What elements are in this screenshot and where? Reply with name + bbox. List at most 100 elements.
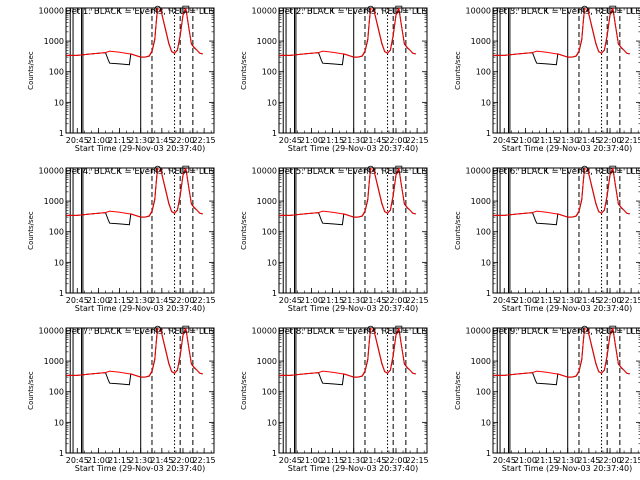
x-tick-label: 21:30 xyxy=(342,136,365,145)
x-tick-label: 21:00 xyxy=(300,296,323,305)
x-axis-label: Start Time (29-Nov-03 20:37:40) xyxy=(502,464,632,473)
y-tick-label: 100 xyxy=(476,228,491,237)
series-lld-line xyxy=(493,8,630,58)
y-tick-label: 10000 xyxy=(39,6,64,15)
x-tick-label: 20:45 xyxy=(493,136,516,145)
x-tick-label: 21:30 xyxy=(556,456,579,465)
x-tick-label: 20:45 xyxy=(66,296,89,305)
y-tick-label: 10000 xyxy=(466,166,491,175)
x-axis-label: Start Time (29-Nov-03 20:37:40) xyxy=(75,304,205,313)
x-tick-label: 22:15 xyxy=(193,296,216,305)
y-tick-label: 100 xyxy=(49,68,64,77)
x-tick-label: 21:15 xyxy=(535,456,558,465)
square-marker xyxy=(182,5,190,13)
square-marker xyxy=(395,5,403,13)
x-tick-label: 22:00 xyxy=(598,136,621,145)
y-axis-label: Counts/sec xyxy=(240,371,248,410)
panel-det-6: Det 6: BLACK = Events, RED = LLD 1 10 100 10… xyxy=(454,165,640,313)
x-tick-label: 21:30 xyxy=(342,296,365,305)
x-tick-label: 20:45 xyxy=(279,296,302,305)
circle-marker xyxy=(367,165,375,173)
plot-frame xyxy=(492,327,640,454)
y-tick-label: 10 xyxy=(481,98,491,107)
y-tick-label: 10000 xyxy=(252,6,277,15)
x-tick-label: 21:15 xyxy=(321,136,344,145)
x-axis-label: Start Time (29-Nov-03 20:37:40) xyxy=(502,304,632,313)
y-tick-label: 10 xyxy=(267,258,277,267)
series-lld-line xyxy=(279,8,416,58)
y-tick-label: 10 xyxy=(481,258,491,267)
x-tick-label: 21:30 xyxy=(129,296,152,305)
vertical-lines xyxy=(496,168,621,293)
x-tick-label: 20:45 xyxy=(493,296,516,305)
y-tick-label: 1 xyxy=(59,129,64,138)
y-axis-label: Counts/sec xyxy=(27,211,35,250)
x-tick-label: 21:45 xyxy=(363,136,386,145)
panel-det-3: Det 3: BLACK = Events, RED = LLD 1 10 100 10… xyxy=(454,5,640,153)
y-axis-label: Counts/sec xyxy=(27,51,35,90)
y-tick-label: 1000 xyxy=(44,197,64,206)
panel-title: Det 3: BLACK = Events, RED = LLD xyxy=(492,7,640,17)
y-tick-label: 1 xyxy=(272,129,277,138)
panel-det-7: Det 7: BLACK = Events, RED = LLD11010010… xyxy=(27,325,216,473)
x-tick-label: 20:45 xyxy=(66,136,89,145)
square-marker xyxy=(609,165,617,173)
x-tick-label: 21:00 xyxy=(514,296,537,305)
x-axis-label: Start Time (29-Nov-03 20:37:40) xyxy=(288,304,418,313)
x-tick-label: 21:45 xyxy=(150,456,173,465)
y-tick-label: 10000 xyxy=(252,166,277,175)
series-group xyxy=(493,168,630,226)
x-tick-label: 22:00 xyxy=(384,136,407,145)
panel-det-8: Det 8: BLACK = Events, RED = LLD11010010… xyxy=(240,325,429,473)
y-tick-label: 10 xyxy=(267,418,277,427)
y-tick-label: 100 xyxy=(262,388,277,397)
circle-marker xyxy=(154,325,162,333)
x-tick-label: 22:15 xyxy=(193,136,216,145)
x-tick-label: 21:15 xyxy=(535,136,558,145)
x-tick-label: 21:00 xyxy=(300,136,323,145)
x-tick-label: 21:00 xyxy=(300,456,323,465)
x-tick-label: 21:00 xyxy=(87,456,110,465)
y-tick-label: 100 xyxy=(262,68,277,77)
series-group xyxy=(279,328,416,386)
series-lld-line xyxy=(279,328,416,378)
x-tick-label: 21:30 xyxy=(342,456,365,465)
square-marker xyxy=(395,325,403,333)
series-group xyxy=(279,8,416,66)
y-axis-label: Counts/sec xyxy=(454,371,462,410)
plot-frame xyxy=(278,167,428,294)
y-tick-label: 10000 xyxy=(252,326,277,335)
y-tick-label: 100 xyxy=(49,388,64,397)
vertical-lines xyxy=(282,168,407,293)
x-tick-label: 21:30 xyxy=(556,296,579,305)
panel-det-1: Det 1: BLACK = Events, RED = LLD11010010… xyxy=(27,5,216,153)
y-tick-label: 100 xyxy=(49,228,64,237)
x-axis-label: Start Time (29-Nov-03 20:37:40) xyxy=(75,464,205,473)
x-axis-label: Start Time (29-Nov-03 20:37:40) xyxy=(502,144,632,153)
y-axis-label: Counts/sec xyxy=(240,211,248,250)
y-tick-label: 1 xyxy=(486,449,491,458)
x-tick-label: 21:00 xyxy=(87,296,110,305)
series-lld-line xyxy=(66,168,203,218)
plot-frame xyxy=(65,167,215,294)
circle-marker xyxy=(367,325,375,333)
x-tick-label: 21:30 xyxy=(556,136,579,145)
square-marker xyxy=(182,165,190,173)
x-tick-label: 22:00 xyxy=(598,456,621,465)
plot-frame xyxy=(492,167,640,294)
x-tick-label: 21:15 xyxy=(108,456,131,465)
x-tick-label: 22:15 xyxy=(620,136,640,145)
series-group xyxy=(493,328,630,386)
y-tick-label: 1000 xyxy=(257,37,277,46)
x-tick-label: 21:45 xyxy=(577,456,600,465)
vertical-lines xyxy=(496,8,621,133)
x-tick-label: 21:45 xyxy=(577,136,600,145)
x-tick-label: 21:15 xyxy=(535,296,558,305)
x-tick-label: 21:15 xyxy=(108,136,131,145)
series-lld-line xyxy=(66,8,203,58)
x-tick-label: 21:00 xyxy=(514,456,537,465)
y-tick-label: 10 xyxy=(54,418,64,427)
x-tick-label: 20:45 xyxy=(493,456,516,465)
x-tick-label: 22:15 xyxy=(620,456,640,465)
y-tick-label: 1000 xyxy=(471,357,491,366)
